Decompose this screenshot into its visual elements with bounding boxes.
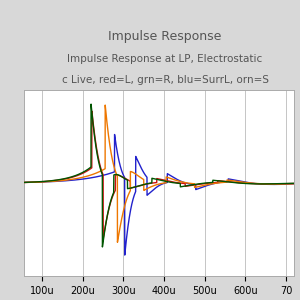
Text: Impulse Response: Impulse Response <box>108 30 222 43</box>
Text: c Live, red=L, grn=R, blu=SurrL, orn=S: c Live, red=L, grn=R, blu=SurrL, orn=S <box>61 75 268 85</box>
Text: Impulse Response at LP, Electrostatic: Impulse Response at LP, Electrostatic <box>68 54 262 64</box>
